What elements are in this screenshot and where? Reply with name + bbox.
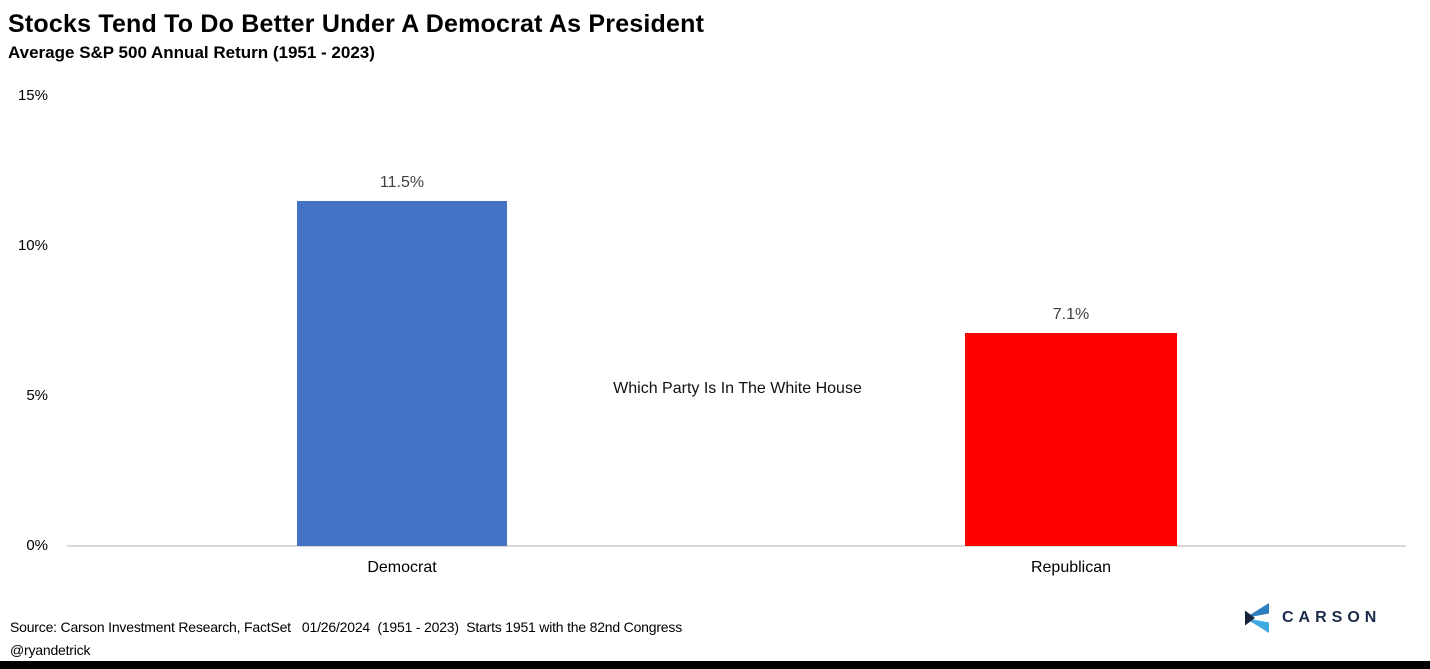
value-label-republican: 7.1% <box>1052 306 1090 323</box>
carson-logo: CARSON <box>1245 603 1381 633</box>
chart-title: Stocks Tend To Do Better Under A Democra… <box>8 10 705 38</box>
x-axis-baseline <box>67 545 1406 547</box>
y-axis-tick-10: 10% <box>17 237 48 254</box>
y-axis-tick-15: 15% <box>17 87 48 104</box>
bar-republican <box>965 333 1177 546</box>
chart-annotation: Which Party Is In The White House <box>613 380 862 397</box>
carson-logo-icon <box>1245 603 1269 633</box>
value-label-democrat: 11.5% <box>379 174 425 191</box>
author-handle: @ryandetrick <box>10 642 91 658</box>
source-text: Source: Carson Investment Research, Fact… <box>10 619 682 635</box>
category-label-republican: Republican <box>1030 559 1112 576</box>
carson-logo-text: CARSON <box>1282 609 1382 626</box>
y-axis-tick-0: 0% <box>26 537 48 554</box>
y-axis-tick-5: 5% <box>26 387 48 404</box>
bar-democrat <box>297 201 507 546</box>
bottom-border <box>0 661 1430 669</box>
category-label-democrat: Democrat <box>367 559 437 576</box>
chart-subtitle: Average S&P 500 Annual Return (1951 - 20… <box>8 43 375 62</box>
